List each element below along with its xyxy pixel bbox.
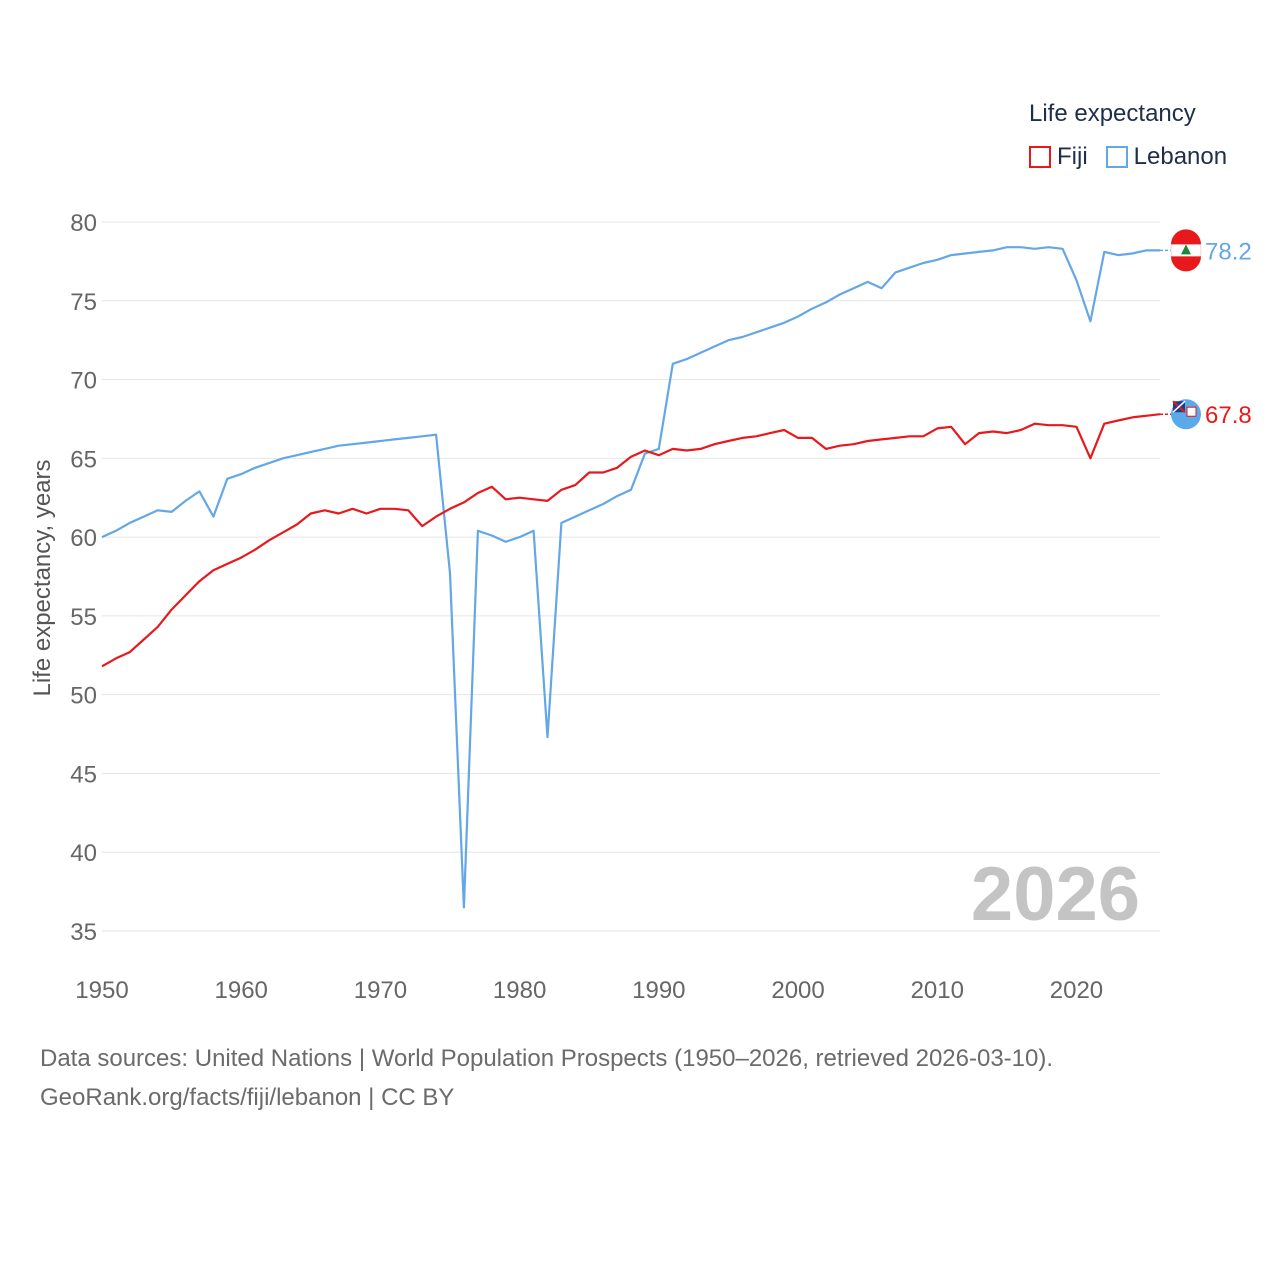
y-tick-label: 40 — [70, 840, 97, 867]
end-value-label-fiji: 67.8 — [1205, 402, 1252, 429]
legend-item-fiji[interactable]: Fiji — [1029, 143, 1088, 171]
y-tick-label: 70 — [70, 368, 97, 395]
legend-swatch-lebanon — [1105, 146, 1128, 168]
legend-item-lebanon[interactable]: Lebanon — [1105, 143, 1228, 171]
x-tick-label: 2020 — [1050, 977, 1103, 1004]
series-layer — [101, 246, 1161, 909]
fiji-flag-icon — [1171, 399, 1201, 430]
y-tick-label: 60 — [70, 525, 97, 552]
footer-attribution[interactable]: GeoRank.org/facts/fiji/lebanon | CC BY — [40, 1084, 455, 1111]
y-tick-label: 45 — [70, 761, 97, 788]
y-tick-label: 75 — [70, 289, 97, 316]
legend-title: Life expectancy — [1029, 100, 1196, 127]
x-tick-label: 1950 — [75, 977, 128, 1004]
y-tick-label: 55 — [70, 604, 97, 631]
legend-swatch-fiji — [1029, 146, 1051, 168]
footer-sources: Data sources: United Nations | World Pop… — [40, 1045, 1054, 1072]
x-tick-label: 1960 — [215, 977, 268, 1004]
end-labels: 67.8 78.2 — [1160, 229, 1252, 430]
series-line-lebanon — [101, 246, 1160, 909]
y-axis-ticks: 35 40 45 50 55 60 65 70 75 80 — [70, 210, 97, 946]
legend-label-fiji: Fiji — [1057, 143, 1088, 170]
y-axis-label: Life expectancy, years — [29, 459, 56, 696]
lebanon-flag-icon — [1170, 229, 1202, 272]
series-line-fiji — [101, 413, 1161, 668]
gridlines — [102, 221, 1160, 932]
y-tick-label: 65 — [70, 446, 97, 473]
x-tick-label: 1990 — [632, 977, 685, 1004]
y-tick-label: 50 — [70, 683, 97, 710]
x-tick-label: 2000 — [771, 977, 824, 1004]
legend-label-lebanon: Lebanon — [1133, 143, 1228, 170]
x-tick-label: 1970 — [354, 977, 407, 1004]
x-axis-ticks: 1950 1960 1970 1980 1990 2000 2010 2020 — [75, 977, 1103, 1004]
end-value-label-lebanon: 78.2 — [1205, 238, 1252, 265]
x-tick-label: 1980 — [493, 977, 546, 1004]
year-watermark: 2026 — [971, 852, 1140, 937]
legend: Fiji Lebanon — [1029, 143, 1245, 171]
x-tick-label: 2010 — [911, 977, 964, 1004]
y-tick-label: 35 — [70, 919, 97, 946]
y-tick-label: 80 — [70, 210, 97, 237]
